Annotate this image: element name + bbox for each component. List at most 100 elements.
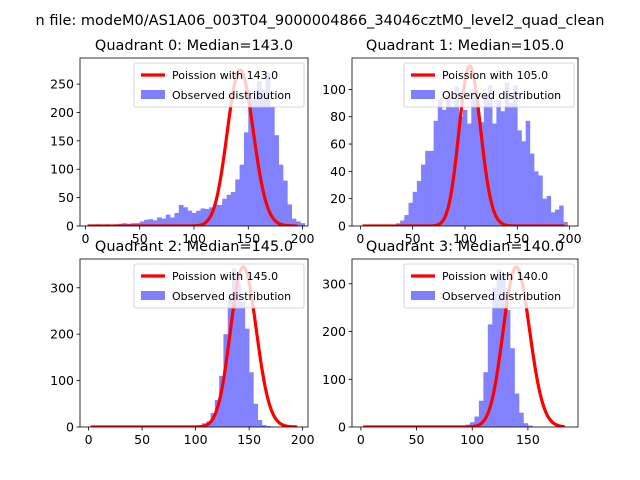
histogram-bar bbox=[170, 217, 175, 226]
histogram-bar bbox=[492, 123, 497, 226]
histogram-bar bbox=[441, 109, 447, 226]
histogram-bar bbox=[534, 171, 539, 226]
histogram-bar bbox=[433, 120, 439, 226]
x-tick-label: 150 bbox=[237, 432, 261, 447]
legend-box bbox=[403, 62, 575, 108]
histogram-bar bbox=[450, 107, 455, 226]
histogram-bar bbox=[144, 219, 149, 226]
legend-bar-label: Observed distribution bbox=[442, 290, 561, 303]
histogram-bar bbox=[492, 287, 498, 427]
x-tick-label: 50 bbox=[132, 231, 148, 246]
histogram-bar bbox=[521, 141, 526, 226]
histogram-bar bbox=[554, 209, 560, 226]
histogram-bar bbox=[412, 191, 418, 226]
x-tick-label: 50 bbox=[409, 432, 425, 447]
y-tick-label: 200 bbox=[322, 324, 346, 339]
y-tick-label: 20 bbox=[330, 191, 346, 206]
x-tick-label: 200 bbox=[558, 231, 582, 246]
histogram-bar bbox=[187, 210, 193, 226]
axes-frame bbox=[351, 258, 579, 428]
chart-panel-3: Quadrant 3: Median=140.0 0 50 100 150 0 100 200… bbox=[322, 239, 579, 447]
histogram-bar bbox=[236, 283, 241, 427]
x-tick-label: 200 bbox=[291, 231, 315, 246]
histogram-bar bbox=[261, 425, 267, 427]
y-tick-label: 100 bbox=[322, 82, 346, 97]
histogram-bar bbox=[546, 195, 552, 226]
histogram-bar bbox=[421, 164, 426, 226]
chart-title: Quadrant 3: Median=140.0 bbox=[366, 239, 564, 255]
histogram-bar bbox=[266, 426, 271, 427]
y-tick-label: 0 bbox=[338, 219, 346, 234]
histogram-bar bbox=[191, 212, 197, 226]
histogram-bar bbox=[510, 348, 515, 427]
histogram-bar bbox=[183, 207, 188, 226]
histogram-bar bbox=[523, 423, 529, 427]
histogram-bar bbox=[416, 180, 422, 226]
histogram-bar bbox=[265, 72, 271, 226]
legend: Poission with 143.0 Observed distribution bbox=[133, 62, 305, 108]
legend-bar-swatch bbox=[411, 90, 435, 99]
histogram-bar bbox=[200, 208, 206, 226]
histogram-bar bbox=[425, 150, 430, 226]
histogram-bar bbox=[148, 219, 154, 226]
histogram-bar bbox=[278, 164, 284, 226]
histogram-bar bbox=[232, 268, 237, 427]
legend-box bbox=[133, 263, 305, 309]
histogram-bar bbox=[287, 204, 293, 226]
legend-line-label: Poission with 105.0 bbox=[442, 69, 548, 82]
x-tick-label: 100 bbox=[182, 231, 206, 246]
axes-frame bbox=[79, 258, 309, 428]
histogram-bar bbox=[227, 297, 233, 427]
histogram-bar bbox=[496, 269, 502, 427]
histogram-bar bbox=[219, 375, 224, 427]
x-tick-label: 50 bbox=[405, 231, 421, 246]
histogram-bar bbox=[300, 223, 306, 226]
histogram-bar bbox=[152, 220, 158, 226]
histogram-bar bbox=[239, 164, 245, 226]
histogram-bar bbox=[563, 221, 568, 226]
histogram-bar bbox=[252, 90, 258, 227]
histogram-bar bbox=[559, 205, 564, 226]
histogram-bar bbox=[429, 150, 434, 226]
histogram-bar bbox=[505, 310, 511, 427]
y-tick-label: 40 bbox=[330, 164, 346, 179]
histogram-bar bbox=[504, 82, 510, 227]
legend-line-label: Poission with 143.0 bbox=[172, 69, 278, 82]
histogram-bar bbox=[538, 175, 543, 226]
chart-panel-1: Quadrant 1: Median=105.0 0 50 100 150 200 0 20 4… bbox=[322, 38, 581, 246]
histogram-bar bbox=[501, 274, 506, 427]
histogram-bar bbox=[178, 205, 184, 226]
x-tick-label: 50 bbox=[134, 432, 150, 447]
histogram-bar bbox=[496, 100, 501, 226]
y-tick-label: 300 bbox=[322, 276, 346, 291]
histogram-bar bbox=[249, 372, 254, 427]
histogram-bar bbox=[213, 204, 219, 226]
histogram-bar bbox=[513, 85, 518, 226]
histogram-bar bbox=[483, 96, 489, 227]
y-tick-label: 100 bbox=[50, 373, 74, 388]
histogram-bar bbox=[529, 153, 535, 226]
histogram-bar bbox=[478, 400, 484, 427]
histogram-bar bbox=[196, 210, 201, 226]
histogram-bar bbox=[223, 334, 229, 427]
histogram-bar bbox=[462, 109, 468, 226]
histogram-bar bbox=[471, 89, 476, 226]
x-tick-label: 200 bbox=[291, 432, 315, 447]
histogram-bar bbox=[243, 132, 249, 226]
x-tick-label: 0 bbox=[85, 432, 93, 447]
y-tick-label: 200 bbox=[50, 327, 74, 342]
y-tick-label: 150 bbox=[50, 133, 74, 148]
histogram-bar bbox=[500, 111, 506, 226]
histogram-bar bbox=[244, 328, 250, 427]
legend-box bbox=[133, 62, 305, 108]
histogram-bar bbox=[174, 212, 180, 226]
histogram-bar bbox=[274, 135, 279, 226]
legend-bar-swatch bbox=[141, 291, 165, 300]
y-tick-label: 0 bbox=[66, 219, 74, 234]
figure-suptitle: n file: modeM0/AS1A06_003T04_9000004866_… bbox=[36, 13, 605, 29]
y-tick-label: 80 bbox=[330, 109, 346, 124]
y-tick-label: 0 bbox=[338, 420, 346, 435]
histogram-bar bbox=[235, 179, 240, 226]
histogram-bar bbox=[474, 416, 480, 427]
